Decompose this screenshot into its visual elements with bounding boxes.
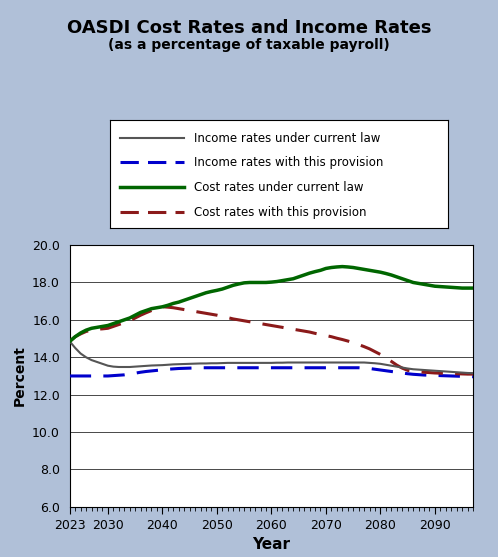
Y-axis label: Percent: Percent xyxy=(12,345,26,407)
Text: OASDI Cost Rates and Income Rates: OASDI Cost Rates and Income Rates xyxy=(67,19,431,37)
Text: Income rates under current law: Income rates under current law xyxy=(194,131,380,145)
Text: Cost rates with this provision: Cost rates with this provision xyxy=(194,206,367,218)
Text: Cost rates under current law: Cost rates under current law xyxy=(194,180,364,194)
Text: Income rates with this provision: Income rates with this provision xyxy=(194,155,383,169)
X-axis label: Year: Year xyxy=(252,538,290,552)
Text: (as a percentage of taxable payroll): (as a percentage of taxable payroll) xyxy=(108,38,390,52)
